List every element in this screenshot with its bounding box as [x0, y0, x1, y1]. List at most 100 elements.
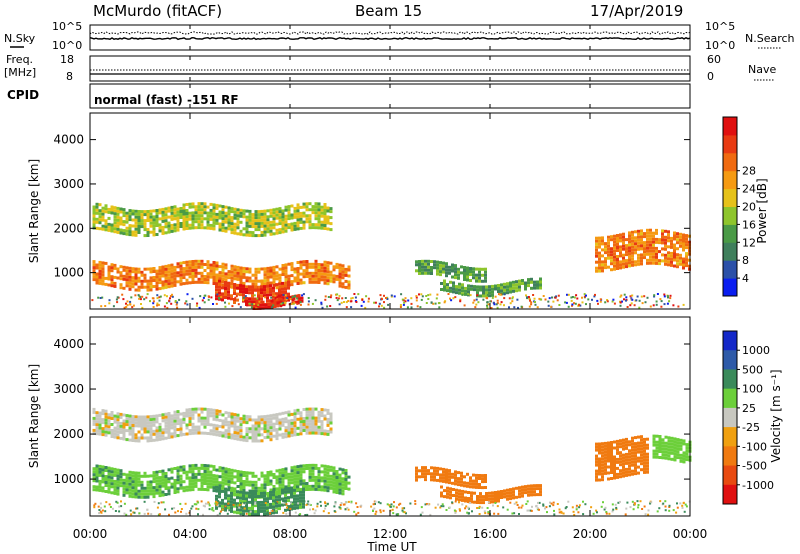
- colorbar-swatch: [723, 188, 737, 207]
- colorbar-swatch: [723, 465, 737, 486]
- colorbar-swatch: [723, 446, 737, 467]
- near-range-speckle: [91, 293, 685, 309]
- x-axis-label: Time UT: [366, 540, 417, 554]
- echo-region: [92, 463, 351, 499]
- colorbar-swatch: [723, 152, 737, 172]
- colorbar-swatch: [723, 369, 737, 390]
- freq-left-label-1: Freq.: [6, 53, 33, 66]
- colorbar-swatch: [723, 117, 737, 136]
- freq-right-label: Nave: [748, 63, 776, 76]
- power-data-layer: [91, 202, 691, 310]
- echo-region: [92, 202, 333, 238]
- echo-region: [440, 277, 542, 298]
- colorbar-swatch: [723, 278, 737, 297]
- x-tick-label: 16:00: [473, 527, 508, 541]
- colorbar-tick-label: 8: [742, 254, 749, 267]
- colorbar-swatch: [723, 350, 737, 370]
- cpid-mode-text: normal (fast) -151 RF: [94, 93, 239, 107]
- freq-left-tick-bottom: 8: [66, 70, 73, 83]
- y-tick-label: 2000: [53, 427, 84, 441]
- echo-region: [440, 484, 542, 505]
- echo-region: [252, 294, 304, 310]
- echo-region: [595, 228, 691, 273]
- colorbar-tick-label: 100: [742, 383, 763, 396]
- colorbar-tick-label: 12: [742, 236, 756, 249]
- y-tick-label: 3000: [53, 177, 84, 191]
- noise-panel: N.Sky 10^5 10^0 10^5 10^0 N.Search: [4, 20, 795, 52]
- colorbar-swatch: [723, 206, 737, 225]
- x-tick-label: 04:00: [173, 527, 208, 541]
- noise-left-tick-top: 10^5: [52, 20, 82, 33]
- x-tick-label: 00:00: [73, 527, 108, 541]
- noise-left-label: N.Sky: [4, 32, 36, 45]
- echo-region: [652, 434, 692, 464]
- noise-right-tick-top: 10^5: [705, 20, 735, 33]
- y-tick-label: 1000: [53, 266, 84, 280]
- velocity-data-layer: [92, 407, 692, 517]
- colorbar-tick-label: -100: [742, 440, 767, 453]
- colorbar-tick-label: 20: [742, 201, 756, 214]
- colorbar-swatch: [723, 242, 737, 261]
- velocity-colorbar-label: Velocity [m s⁻¹]: [769, 369, 783, 462]
- noise-right-tick-bottom: 10^0: [705, 39, 735, 52]
- colorbar-swatch: [723, 260, 737, 279]
- colorbar-tick-label: 500: [742, 363, 763, 376]
- colorbar-tick-label: 25: [742, 402, 756, 415]
- cpid-panel: CPID normal (fast) -151 RF: [7, 83, 691, 109]
- echo-region: [415, 466, 487, 490]
- colorbar-swatch: [723, 427, 737, 447]
- colorbar-tick-label: 1000: [742, 344, 770, 357]
- velocity-colorbar: 1000 500 100 25 -25 -100 -500 -1000: [722, 330, 774, 505]
- colorbar-tick-label: 4: [742, 272, 749, 285]
- power-ylabel: Slant Range [km]: [27, 159, 41, 263]
- y-tick-label: 3000: [53, 382, 84, 396]
- colorbar-swatch: [723, 170, 737, 190]
- colorbar-swatch: [723, 134, 737, 154]
- x-axis-ticks: 00:00 04:00 08:00 12:00 16:00 20:00 00:00: [73, 25, 708, 541]
- x-tick-label: 08:00: [273, 527, 308, 541]
- echo-region: [92, 407, 333, 443]
- echo-region: [415, 259, 487, 283]
- colorbar-tick-label: 28: [742, 165, 756, 178]
- colorbar-swatch: [723, 224, 737, 243]
- colorbar-swatch: [723, 331, 737, 351]
- velocity-panel: 1000 2000 3000 4000 Slant Range [km] 1000 50…: [27, 316, 783, 517]
- power-colorbar-label: Power [dB]: [755, 178, 769, 243]
- noise-right-label: N.Search: [745, 32, 795, 45]
- freq-left-label-2: [MHz]: [4, 66, 36, 79]
- noise-sky-trace: [89, 36, 691, 41]
- colorbar-tick-label: 24: [742, 183, 756, 196]
- colorbar-tick-label: -1000: [742, 479, 774, 492]
- date-title: 17/Apr/2019: [590, 2, 683, 20]
- x-tick-label: 20:00: [573, 527, 608, 541]
- power-panel: 1000 2000 3000 4000 Slant Range [km] 4 8 12 16…: [27, 112, 769, 310]
- velocity-y-ticks: 1000 2000 3000 4000: [53, 337, 690, 486]
- power-y-ticks: 1000 2000 3000 4000: [53, 133, 690, 280]
- y-tick-label: 1000: [53, 472, 84, 486]
- echo-region: [595, 435, 649, 482]
- freq-right-tick-top: 60: [707, 53, 721, 66]
- noise-left-tick-bottom: 10^0: [52, 39, 82, 52]
- y-tick-label: 4000: [53, 337, 84, 351]
- x-tick-label: 12:00: [373, 527, 408, 541]
- freq-left-tick-top: 18: [60, 53, 74, 66]
- y-tick-label: 2000: [53, 221, 84, 235]
- colorbar-swatch: [723, 388, 737, 409]
- colorbar-swatch: [723, 407, 737, 428]
- y-tick-label: 4000: [53, 133, 84, 147]
- velocity-ylabel: Slant Range [km]: [27, 364, 41, 468]
- station-title: McMurdo (fitACF): [93, 2, 222, 20]
- cpid-label: CPID: [7, 88, 39, 102]
- power-colorbar: 4 8 12 16 20 24 28: [722, 116, 756, 297]
- colorbar-tick-label: -500: [742, 460, 767, 473]
- colorbar-tick-label: -25: [742, 421, 760, 434]
- colorbar-swatch: [723, 484, 737, 505]
- x-tick-label: 00:00: [673, 527, 708, 541]
- freq-panel: Freq. [MHz] 18 8 60 0 Nave: [4, 53, 776, 83]
- beam-title: Beam 15: [355, 2, 422, 20]
- freq-right-tick-bottom: 0: [707, 70, 714, 83]
- noise-search-trace: [89, 31, 691, 35]
- colorbar-tick-label: 16: [742, 218, 756, 231]
- near-range-speckle: [93, 500, 691, 516]
